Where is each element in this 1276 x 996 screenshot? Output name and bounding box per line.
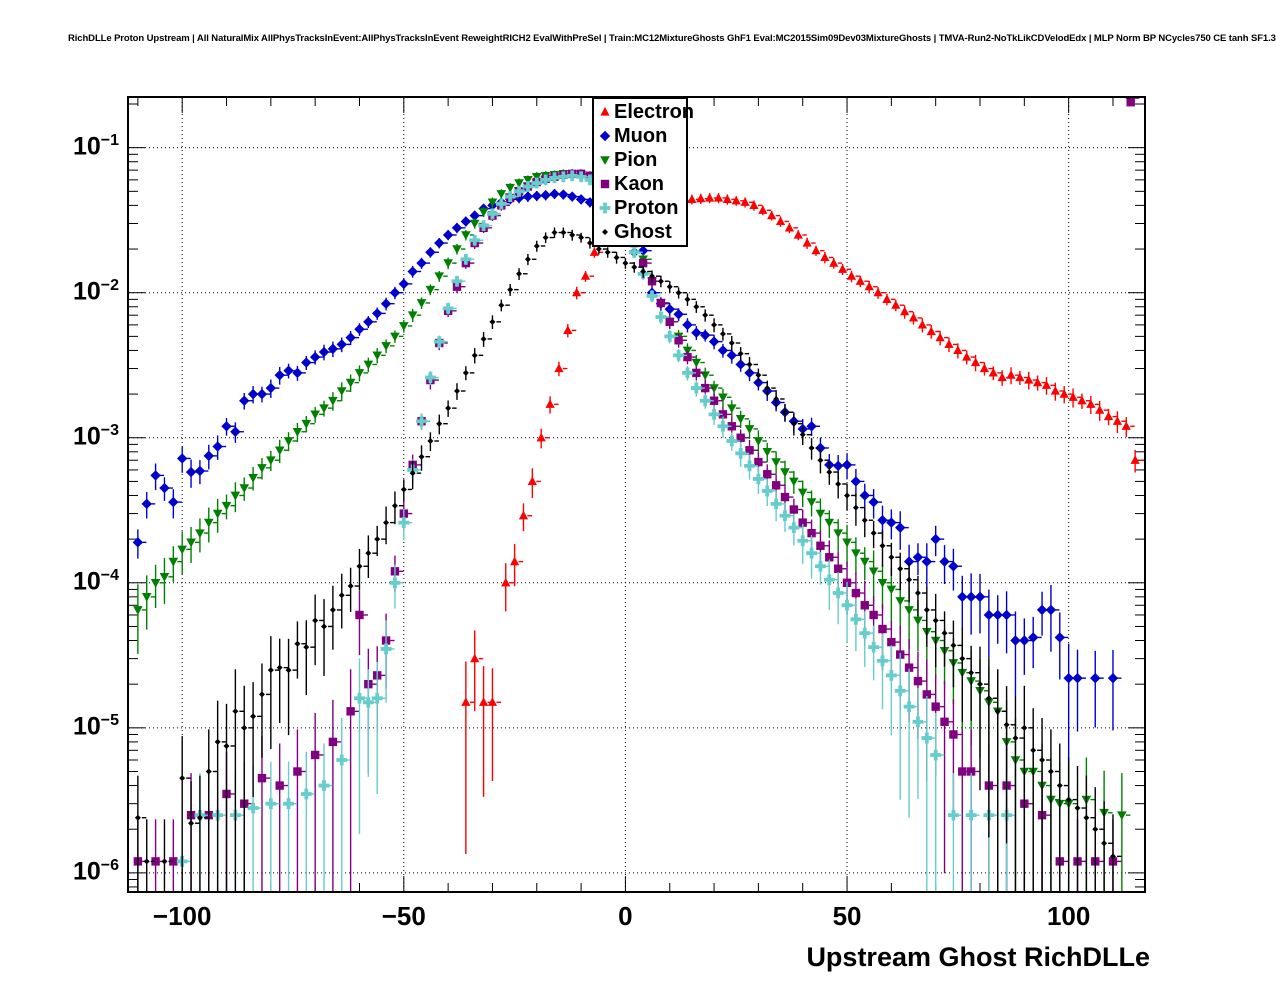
cross-icon bbox=[597, 200, 613, 216]
legend-label: Electron bbox=[614, 101, 695, 123]
x-tick-label: −50 bbox=[381, 901, 426, 931]
triangle-up-icon bbox=[597, 104, 613, 120]
x-axis-title: Upstream Ghost RichDLLe bbox=[806, 942, 1150, 972]
legend-item-muon[interactable]: Muon bbox=[597, 124, 684, 148]
legend-label: Ghost bbox=[614, 221, 672, 243]
x-tick-label: 100 bbox=[1046, 901, 1091, 931]
x-tick-label: 50 bbox=[832, 901, 862, 931]
legend-label: Muon bbox=[614, 125, 668, 147]
x-tick-label: −100 bbox=[152, 901, 212, 931]
y-tick-label: 10−5 bbox=[72, 711, 119, 741]
triangle-down-icon bbox=[597, 152, 613, 168]
legend-label: Kaon bbox=[614, 173, 664, 195]
page-title: RichDLLe Proton Upstream | All NaturalMi… bbox=[68, 33, 1276, 44]
y-tick-label: 10−3 bbox=[72, 421, 119, 451]
legend-item-kaon[interactable]: Kaon bbox=[597, 172, 684, 196]
data-points-layer bbox=[132, 98, 1144, 891]
square-icon bbox=[597, 176, 613, 192]
plot-area bbox=[129, 98, 1144, 891]
legend-item-electron[interactable]: Electron bbox=[597, 100, 694, 124]
legend: Electron Muon Pion Kaon Proton Ghost bbox=[592, 97, 694, 247]
x-tick-label: 0 bbox=[618, 901, 633, 931]
legend-item-ghost[interactable]: Ghost bbox=[597, 220, 684, 244]
y-tick-label: 10−1 bbox=[72, 131, 119, 160]
legend-label: Proton bbox=[614, 197, 679, 219]
y-tick-label: 10−6 bbox=[72, 856, 119, 886]
dot-icon bbox=[597, 224, 613, 240]
legend-item-proton[interactable]: Proton bbox=[597, 196, 684, 220]
y-tick-label: 10−2 bbox=[72, 276, 119, 306]
circle-icon bbox=[597, 128, 613, 144]
legend-label: Pion bbox=[614, 149, 658, 171]
y-tick-label: 10−4 bbox=[72, 566, 119, 596]
legend-item-pion[interactable]: Pion bbox=[597, 148, 684, 172]
